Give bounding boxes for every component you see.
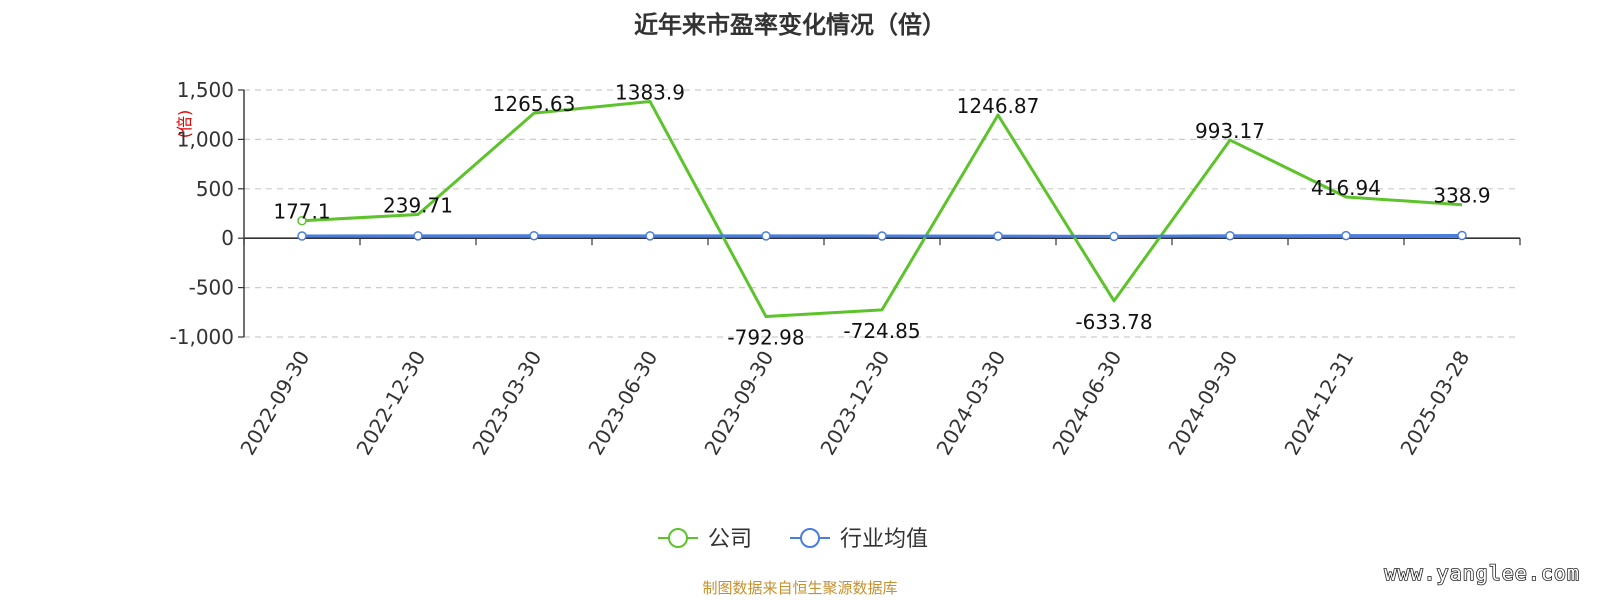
y-tick-label: -500: [189, 276, 234, 300]
y-tick-label: 1,000: [177, 127, 234, 151]
grid-lines: [244, 89, 1520, 338]
industry-point[interactable]: [297, 231, 307, 241]
industry-point[interactable]: [413, 231, 423, 241]
industry-point[interactable]: [993, 231, 1003, 241]
x-tick-label: 2023-09-30: [699, 347, 778, 460]
legend-industry-label[interactable]: 行业均值: [840, 527, 928, 552]
data-label: 1246.87: [957, 94, 1040, 118]
industry-point[interactable]: [761, 231, 771, 241]
data-source-note: 制图数据来自恒生聚源数据库: [702, 579, 897, 597]
data-label: 1383.9: [615, 80, 685, 104]
industry-point[interactable]: [1457, 230, 1467, 241]
x-tick-label: 2022-09-30: [235, 347, 314, 460]
y-tick-label: 0: [221, 226, 234, 250]
industry-point[interactable]: [529, 230, 539, 241]
x-tick-label: 2023-06-30: [583, 347, 662, 460]
chart-title: 近年来市盈率变化情况（倍）: [634, 11, 946, 39]
series-line-company: [301, 99, 1463, 319]
data-label: 1265.63: [493, 92, 576, 116]
x-tick-label: 2025-03-28: [1395, 347, 1474, 460]
industry-point[interactable]: [1341, 230, 1351, 241]
x-tick-label: 2024-09-30: [1163, 347, 1242, 460]
data-label: 177.1: [273, 200, 330, 224]
legend-company-marker-icon: [668, 528, 688, 548]
x-tick-label: 2024-06-30: [1047, 347, 1126, 460]
y-tick-label: 500: [196, 177, 234, 201]
y-tick-label: 1,500: [177, 78, 234, 102]
y-axis-unit-label: (倍): [175, 110, 194, 139]
company-point[interactable]: [297, 215, 307, 226]
industry-point[interactable]: [645, 231, 655, 241]
series-lines: [297, 99, 1467, 319]
x-tick-label: 2024-12-31: [1279, 347, 1358, 460]
legend-industry-marker-icon: [800, 528, 820, 548]
data-label: -724.85: [843, 319, 920, 343]
legend: 公司 行业均值: [658, 527, 928, 552]
data-labels: 177.1 239.71 1265.63 1383.9 -792.98 -724.85 12…: [273, 80, 1490, 349]
data-label: 239.71: [383, 194, 453, 218]
y-tick-label: -1,000: [170, 325, 234, 349]
industry-point[interactable]: [1225, 230, 1235, 241]
x-tick-label: 2023-03-30: [467, 347, 546, 460]
x-tick-label: 2024-03-30: [931, 347, 1010, 460]
data-label: -792.98: [727, 326, 804, 350]
data-label: -633.78: [1075, 310, 1152, 334]
data-label: 338.9: [1433, 184, 1490, 208]
data-label: 416.94: [1311, 176, 1381, 200]
data-label: 993.17: [1195, 119, 1265, 143]
watermark: www.yanglee.com: [1384, 561, 1580, 585]
x-tick-label: 2022-12-30: [351, 347, 430, 460]
x-tick-label: 2023-12-30: [815, 347, 894, 460]
legend-company-label[interactable]: 公司: [708, 527, 752, 552]
industry-point[interactable]: [877, 231, 887, 241]
industry-point[interactable]: [1109, 231, 1119, 242]
